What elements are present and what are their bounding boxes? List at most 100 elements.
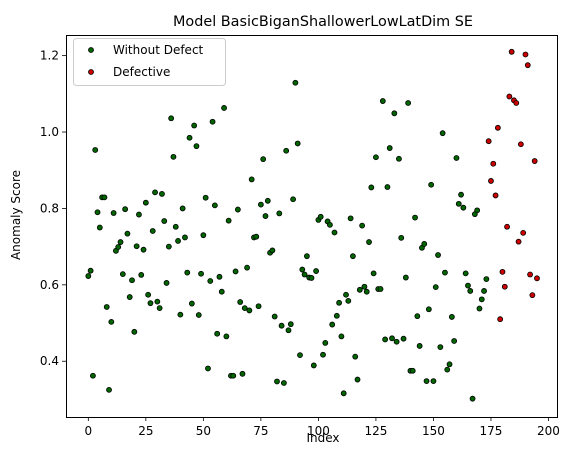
x-tick-label: 125 bbox=[364, 424, 387, 438]
data-point-without-defect bbox=[244, 264, 250, 271]
data-point-without-defect bbox=[414, 313, 421, 320]
data-point-without-defect bbox=[382, 336, 389, 343]
data-point-without-defect bbox=[94, 209, 101, 216]
data-point-without-defect bbox=[205, 365, 211, 372]
data-point-without-defect bbox=[405, 100, 412, 106]
data-point-without-defect bbox=[386, 145, 393, 151]
data-point-without-defect bbox=[184, 269, 191, 276]
data-point-defective bbox=[531, 158, 538, 164]
data-point-without-defect bbox=[260, 156, 267, 163]
data-point-without-defect bbox=[455, 200, 462, 207]
data-point-without-defect bbox=[248, 176, 255, 183]
data-point-without-defect bbox=[336, 299, 343, 306]
data-point-without-defect bbox=[338, 333, 345, 340]
data-point-defective bbox=[490, 160, 497, 167]
data-point-without-defect bbox=[225, 217, 232, 224]
data-point-defective bbox=[534, 275, 540, 282]
data-point-without-defect bbox=[416, 343, 423, 349]
data-point-without-defect bbox=[379, 98, 386, 104]
data-point-without-defect bbox=[230, 372, 237, 379]
data-point-without-defect bbox=[292, 79, 299, 86]
data-point-defective bbox=[513, 100, 520, 106]
legend-marker-without-defect bbox=[88, 47, 94, 53]
x-tick-label: 50 bbox=[196, 424, 211, 438]
data-point-without-defect bbox=[448, 314, 455, 320]
data-point-without-defect bbox=[435, 252, 441, 258]
legend-marker-defective bbox=[88, 69, 94, 75]
data-point-without-defect bbox=[310, 362, 317, 369]
data-point-without-defect bbox=[175, 237, 181, 244]
data-point-without-defect bbox=[301, 271, 308, 278]
data-point-defective bbox=[499, 268, 506, 275]
data-point-without-defect bbox=[195, 312, 202, 318]
data-point-without-defect bbox=[119, 271, 126, 278]
data-point-without-defect bbox=[168, 115, 175, 122]
data-point-without-defect bbox=[271, 313, 278, 320]
data-point-without-defect bbox=[108, 318, 115, 325]
plot-area bbox=[85, 48, 540, 402]
x-tick-label: 0 bbox=[84, 424, 92, 438]
data-point-without-defect bbox=[124, 230, 131, 237]
data-point-without-defect bbox=[352, 353, 359, 360]
data-point-without-defect bbox=[391, 110, 398, 117]
data-point-without-defect bbox=[354, 376, 361, 383]
data-point-without-defect bbox=[481, 288, 487, 294]
data-point-without-defect bbox=[191, 122, 198, 129]
data-point-without-defect bbox=[356, 286, 363, 293]
data-point-without-defect bbox=[439, 130, 446, 137]
data-point-defective bbox=[524, 62, 531, 69]
data-point-without-defect bbox=[172, 223, 179, 230]
data-point-without-defect bbox=[345, 297, 352, 304]
data-point-without-defect bbox=[308, 275, 315, 281]
y-tick-label: 0.6 bbox=[40, 278, 59, 292]
data-point-without-defect bbox=[432, 284, 439, 291]
data-point-without-defect bbox=[106, 386, 112, 393]
data-point-without-defect bbox=[223, 333, 230, 340]
x-tick-label: 175 bbox=[480, 424, 503, 438]
data-point-without-defect bbox=[317, 213, 324, 220]
x-tick-label: 75 bbox=[253, 424, 268, 438]
data-point-without-defect bbox=[179, 205, 186, 212]
data-point-defective bbox=[501, 283, 508, 290]
data-point-defective bbox=[529, 292, 536, 299]
data-point-without-defect bbox=[331, 229, 338, 236]
data-point-without-defect bbox=[239, 370, 246, 377]
y-tick-label: 1.2 bbox=[40, 49, 59, 63]
data-point-without-defect bbox=[257, 201, 264, 208]
data-point-without-defect bbox=[425, 306, 432, 313]
data-point-without-defect bbox=[117, 239, 124, 245]
plot-frame bbox=[66, 35, 558, 418]
x-tick-label: 25 bbox=[138, 424, 153, 438]
data-point-without-defect bbox=[327, 221, 333, 228]
data-point-without-defect bbox=[373, 154, 379, 161]
data-point-without-defect bbox=[131, 328, 138, 335]
data-point-without-defect bbox=[280, 380, 287, 386]
data-point-without-defect bbox=[207, 278, 214, 284]
data-point-without-defect bbox=[350, 253, 356, 260]
data-point-without-defect bbox=[359, 222, 366, 229]
data-point-without-defect bbox=[241, 305, 248, 312]
data-point-without-defect bbox=[363, 288, 370, 295]
chart-title: Model BasicBiganShallowerLowLatDim SE bbox=[173, 14, 473, 30]
data-point-without-defect bbox=[278, 322, 285, 329]
data-point-without-defect bbox=[96, 224, 103, 231]
data-point-without-defect bbox=[262, 213, 269, 219]
data-point-without-defect bbox=[152, 189, 158, 196]
data-point-without-defect bbox=[384, 184, 391, 190]
data-point-without-defect bbox=[156, 305, 163, 312]
data-point-without-defect bbox=[159, 191, 165, 197]
data-point-without-defect bbox=[255, 303, 262, 310]
data-point-without-defect bbox=[453, 155, 460, 161]
data-point-without-defect bbox=[140, 246, 147, 253]
data-point-without-defect bbox=[469, 395, 476, 402]
data-point-without-defect bbox=[412, 214, 418, 221]
data-point-without-defect bbox=[347, 215, 354, 222]
data-point-without-defect bbox=[421, 241, 428, 247]
data-point-without-defect bbox=[396, 155, 402, 162]
y-axis-ticks: 0.4 0.6 0.8 1.0 1.2 bbox=[40, 49, 66, 368]
data-point-without-defect bbox=[340, 390, 347, 397]
data-point-without-defect bbox=[85, 273, 92, 279]
data-point-without-defect bbox=[483, 276, 490, 282]
data-point-without-defect bbox=[437, 344, 444, 350]
